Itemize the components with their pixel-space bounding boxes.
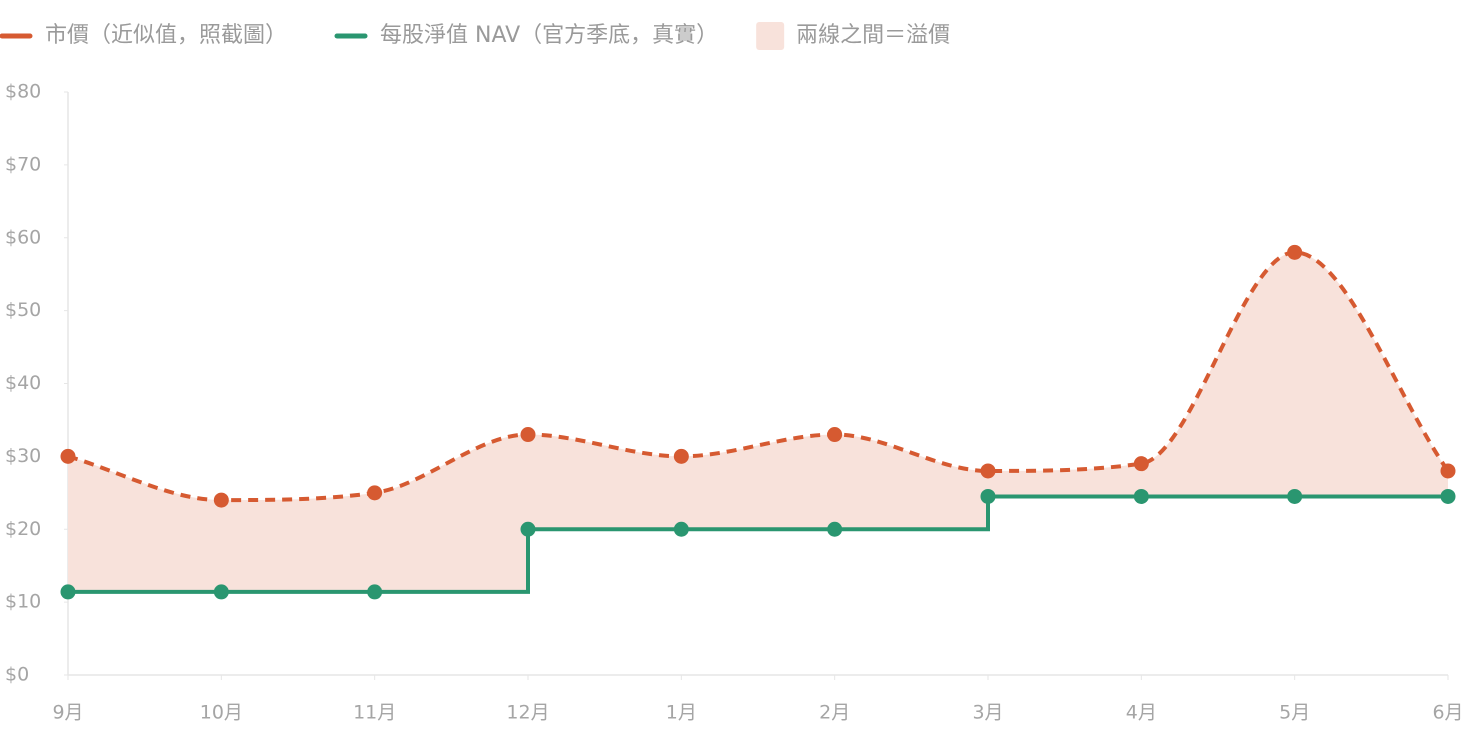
legend-label: 每股淨值 NAV（官方季底，真實） bbox=[380, 23, 718, 48]
data-point bbox=[367, 485, 383, 501]
legend-swatch bbox=[756, 22, 785, 50]
data-point bbox=[1287, 244, 1303, 260]
legend-label: 市價（近似值，照截圖） bbox=[45, 23, 287, 48]
x-tick-label: 10月 bbox=[200, 702, 243, 724]
x-tick-label: 4月 bbox=[1126, 702, 1157, 724]
x-tick-label: 6月 bbox=[1432, 702, 1463, 724]
x-tick-label: 1月 bbox=[666, 702, 697, 724]
data-point bbox=[980, 463, 996, 479]
data-point bbox=[1440, 488, 1456, 504]
x-tick-label: 11月 bbox=[353, 702, 396, 724]
data-point bbox=[60, 584, 76, 600]
data-point bbox=[520, 427, 536, 443]
data-point bbox=[367, 584, 383, 600]
x-tick-label: 3月 bbox=[972, 702, 1003, 724]
data-point bbox=[213, 584, 229, 600]
data-point bbox=[827, 521, 843, 537]
y-tick-label: $10 bbox=[5, 591, 41, 613]
x-tick-label: 9月 bbox=[52, 702, 83, 724]
data-point bbox=[1440, 463, 1456, 479]
data-point bbox=[520, 521, 536, 537]
x-tick-label: 5月 bbox=[1279, 702, 1310, 724]
x-tick-label: 12月 bbox=[506, 702, 549, 724]
data-point bbox=[980, 488, 996, 504]
series-line bbox=[68, 494, 1448, 594]
y-tick-label: $60 bbox=[5, 226, 41, 248]
legend: 市價（近似值，照截圖） 每股淨值 NAV（官方季底，真實） 兩線之間＝溢價 bbox=[0, 22, 950, 50]
data-point bbox=[673, 521, 689, 537]
premium-area bbox=[68, 252, 1448, 592]
data-point bbox=[60, 448, 76, 464]
y-tick-label: $50 bbox=[5, 299, 41, 321]
legend-label: 兩線之間＝溢價 bbox=[796, 23, 950, 48]
y-tick-label: $20 bbox=[5, 518, 41, 540]
y-tick-label: $80 bbox=[5, 81, 41, 103]
data-point bbox=[1133, 456, 1149, 472]
series-line bbox=[67, 250, 1450, 503]
x-tick-label: 2月 bbox=[819, 702, 850, 724]
data-point bbox=[673, 448, 689, 464]
data-point bbox=[1287, 488, 1303, 504]
data-point bbox=[1133, 488, 1149, 504]
y-tick-label: $70 bbox=[5, 153, 41, 175]
y-tick-label: $30 bbox=[5, 445, 41, 467]
y-tick-label: $40 bbox=[5, 372, 41, 394]
data-point bbox=[827, 427, 843, 443]
data-point bbox=[213, 492, 229, 508]
y-tick-label: $0 bbox=[5, 664, 29, 686]
